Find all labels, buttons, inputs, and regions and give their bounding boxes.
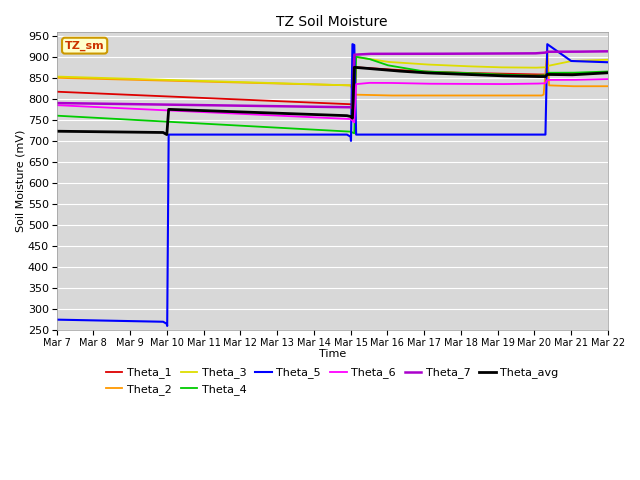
Theta_6 [468,81,476,87]
Theta_1 [196,95,204,101]
Title: TZ Soil Moisture: TZ Soil Moisture [276,15,388,29]
Theta_1 [52,89,60,95]
Line: Theta_7: Theta_7 [56,51,608,108]
Legend: Theta_1, Theta_2, Theta_3, Theta_4, Theta_5, Theta_6, Theta_7, Theta_avg: Theta_1, Theta_2, Theta_3, Theta_4, Thet… [101,363,563,399]
Theta_4 [604,69,612,74]
Theta_avg [163,132,171,137]
Theta_6 [351,120,358,125]
Theta_4 [288,126,296,132]
Theta_7 [323,104,331,110]
Theta_3 [151,77,159,83]
Theta_6 [113,105,120,111]
Theta_5 [390,132,397,137]
Theta_1 [288,99,296,105]
Line: Theta_1: Theta_1 [56,67,608,104]
Theta_1 [604,70,612,76]
Theta_4 [447,70,454,75]
Line: Theta_6: Theta_6 [56,79,608,122]
Theta_7 [604,48,612,54]
Theta_avg [469,72,477,78]
Theta_7 [151,102,159,108]
Theta_4 [196,120,204,126]
Theta_7 [420,51,428,57]
Theta_2 [604,84,612,89]
Theta_4 [52,113,60,119]
Theta_3 [420,61,428,67]
Theta_2 [383,93,391,98]
Theta_7 [125,101,132,107]
Theta_3 [604,57,612,62]
Theta_1 [530,72,538,77]
Theta_6 [52,102,60,108]
Theta_avg [289,111,296,117]
Theta_5 [52,317,60,323]
Theta_2 [316,82,323,87]
Line: Theta_avg: Theta_avg [56,67,608,134]
Theta_3 [351,54,358,60]
Theta_5 [269,132,277,137]
Theta_avg [351,64,358,70]
Theta_5 [577,59,585,64]
Theta_1 [347,101,355,107]
Theta_3 [125,76,132,82]
Theta_5 [353,132,361,137]
Theta_7 [52,100,60,106]
Theta_1 [352,64,360,70]
Theta_6 [288,113,296,119]
Theta_6 [529,81,537,86]
Theta_2 [68,75,76,81]
X-axis label: Time: Time [319,349,346,359]
Line: Theta_5: Theta_5 [56,44,608,326]
Theta_5 [163,323,171,329]
Text: TZ_sm: TZ_sm [65,40,104,51]
Theta_2 [132,77,140,83]
Theta_avg [447,71,454,77]
Theta_3 [237,79,245,85]
Theta_3 [52,73,60,79]
Theta_avg [113,129,120,135]
Theta_avg [530,73,538,79]
Theta_4 [352,54,360,60]
Theta_4 [113,116,120,122]
Theta_6 [196,109,204,115]
Theta_avg [52,128,60,134]
Line: Theta_3: Theta_3 [56,57,608,87]
Theta_1 [447,70,454,75]
Theta_avg [196,108,204,113]
Theta_7 [237,103,245,108]
Line: Theta_4: Theta_4 [56,57,608,133]
Theta_6 [604,76,612,82]
Theta_5 [349,41,356,47]
Theta_5 [604,60,612,65]
Theta_6 [446,81,454,87]
Theta_5 [269,132,276,137]
Theta_4 [469,71,477,76]
Theta_4 [530,73,538,79]
Theta_7 [467,51,475,57]
Theta_3 [349,84,356,90]
Theta_2 [253,80,261,86]
Theta_3 [323,82,331,87]
Theta_2 [104,76,112,82]
Line: Theta_2: Theta_2 [56,50,608,96]
Theta_2 [501,93,509,98]
Y-axis label: Soil Moisture (mV): Soil Moisture (mV) [15,130,25,232]
Theta_1 [469,70,477,76]
Theta_7 [349,105,356,111]
Theta_2 [543,48,551,53]
Theta_1 [113,91,120,97]
Theta_avg [604,70,612,76]
Theta_5 [481,132,488,137]
Theta_3 [468,63,476,69]
Theta_2 [52,75,60,81]
Theta_4 [351,131,358,136]
